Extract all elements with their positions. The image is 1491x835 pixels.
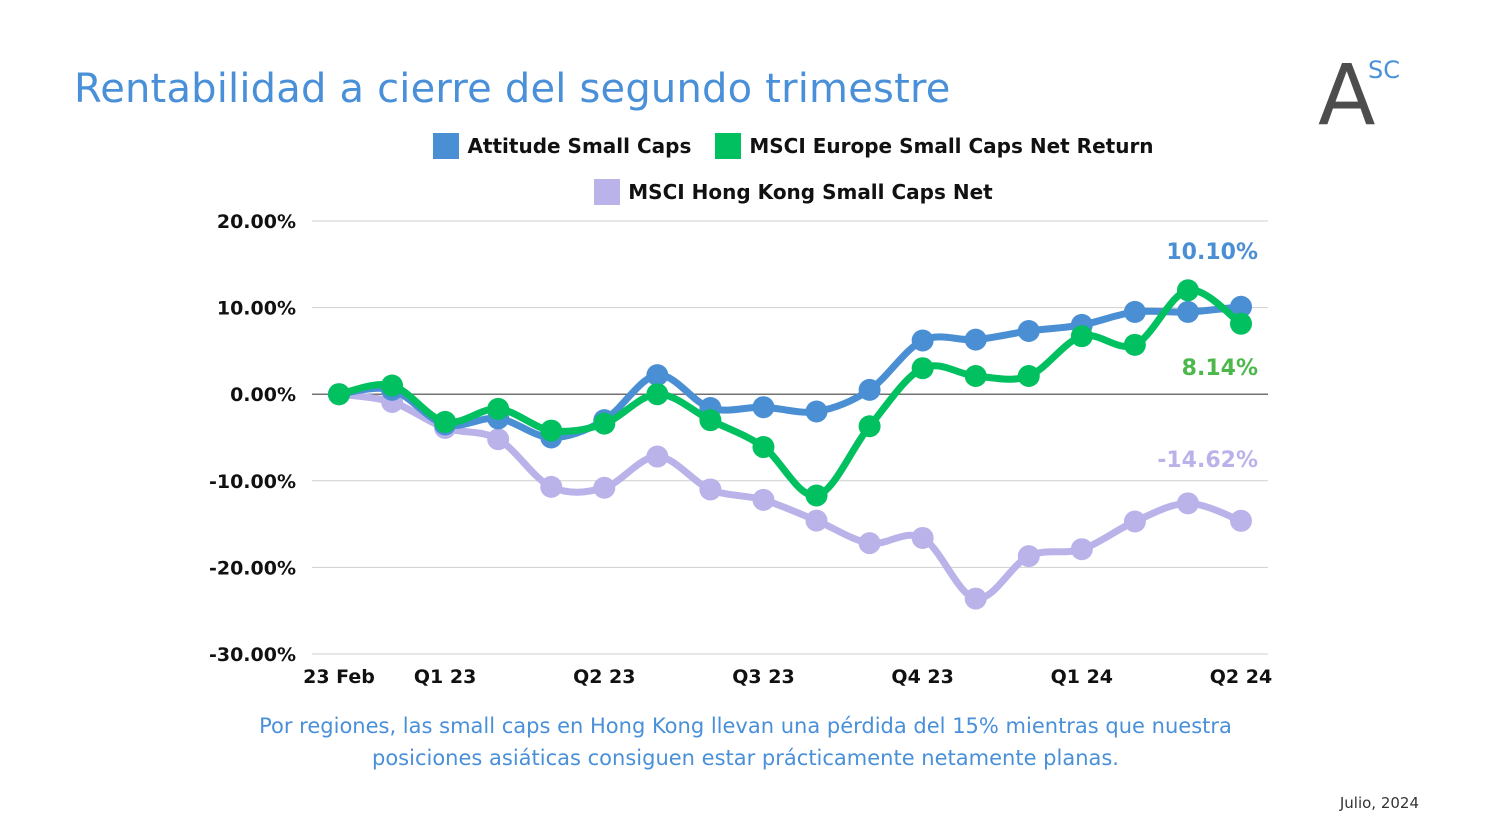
x-tick-label: 23 Feb bbox=[303, 666, 375, 688]
y-tick-label: 0.00% bbox=[230, 384, 296, 406]
data-point-attitude bbox=[1123, 300, 1146, 323]
y-tick-label: 20.00% bbox=[217, 211, 296, 233]
data-point-msci-hk bbox=[1017, 545, 1040, 568]
y-tick-label: -10.00% bbox=[209, 471, 296, 493]
data-point-msci-hk bbox=[487, 428, 510, 451]
data-point-msci-europe bbox=[487, 397, 510, 420]
x-tick-label: Q4 23 bbox=[891, 666, 953, 688]
caption-line-1: Por regiones, las small caps en Hong Kon… bbox=[259, 714, 1232, 738]
data-point-msci-europe bbox=[1123, 333, 1146, 356]
asc-logo: A SC bbox=[1318, 56, 1400, 128]
x-tick-label: Q3 23 bbox=[732, 666, 794, 688]
data-point-msci-europe bbox=[540, 419, 563, 442]
page-title: Rentabilidad a cierre del segundo trimes… bbox=[74, 66, 951, 112]
data-point-msci-europe bbox=[858, 415, 881, 438]
x-tick-label: Q2 23 bbox=[573, 666, 635, 688]
data-point-attitude bbox=[646, 364, 669, 387]
legend-row-2: MSCI Hong Kong Small Caps Net bbox=[48, 179, 1491, 205]
logo-letter: A bbox=[1318, 56, 1375, 128]
date-label: Julio, 2024 bbox=[1339, 794, 1419, 812]
data-point-msci-europe bbox=[1176, 279, 1199, 302]
data-point-msci-europe bbox=[805, 484, 828, 507]
data-point-msci-europe bbox=[593, 412, 616, 435]
data-point-msci-hk bbox=[858, 532, 881, 555]
data-point-msci-hk bbox=[805, 509, 828, 532]
y-tick-label: -30.00% bbox=[209, 644, 296, 666]
x-tick-label: Q1 24 bbox=[1051, 666, 1113, 688]
legend-item-msci-hk: MSCI Hong Kong Small Caps Net bbox=[594, 179, 993, 205]
data-point-attitude bbox=[964, 328, 987, 351]
data-point-attitude bbox=[752, 396, 775, 419]
legend-label-msci-europe: MSCI Europe Small Caps Net Return bbox=[749, 134, 1154, 158]
caption-line-2: posiciones asiáticas consiguen estar prá… bbox=[372, 746, 1119, 770]
data-point-msci-europe bbox=[911, 357, 934, 380]
data-point-msci-europe bbox=[964, 365, 987, 388]
end-value-label-attitude: 10.10% bbox=[1166, 240, 1258, 265]
data-point-msci-hk bbox=[646, 445, 669, 468]
data-point-attitude bbox=[1230, 295, 1252, 318]
data-point-msci-hk bbox=[699, 478, 722, 501]
legend-item-msci-europe: MSCI Europe Small Caps Net Return bbox=[715, 133, 1154, 159]
data-point-msci-europe bbox=[434, 410, 457, 433]
data-point-msci-europe bbox=[1230, 312, 1252, 335]
data-point-msci-hk bbox=[1230, 509, 1252, 532]
data-point-msci-hk bbox=[911, 526, 934, 549]
legend-label-attitude: Attitude Small Caps bbox=[467, 134, 692, 158]
legend-row-1: Attitude Small Caps MSCI Europe Small Ca… bbox=[48, 133, 1491, 159]
logo-superscript: SC bbox=[1368, 56, 1400, 84]
end-value-label-msci-hk: -14.62% bbox=[1157, 448, 1258, 473]
y-tick-label: 10.00% bbox=[217, 298, 296, 320]
data-point-msci-hk bbox=[540, 475, 563, 498]
data-point-attitude bbox=[1176, 300, 1199, 323]
y-tick-label: -20.00% bbox=[209, 557, 296, 579]
data-point-msci-hk bbox=[752, 488, 775, 511]
legend-label-msci-hk: MSCI Hong Kong Small Caps Net bbox=[628, 180, 993, 204]
x-tick-label: Q2 24 bbox=[1210, 666, 1272, 688]
data-point-msci-europe bbox=[328, 383, 350, 406]
data-point-msci-hk bbox=[593, 476, 616, 499]
data-point-attitude bbox=[911, 329, 934, 352]
data-point-msci-hk bbox=[1070, 538, 1093, 561]
data-point-msci-europe bbox=[1070, 325, 1093, 348]
legend-item-attitude: Attitude Small Caps bbox=[433, 133, 691, 159]
data-point-msci-europe bbox=[1017, 365, 1040, 388]
data-point-attitude bbox=[858, 378, 881, 401]
x-tick-label: Q1 23 bbox=[414, 666, 476, 688]
legend-swatch-msci-europe bbox=[715, 133, 742, 159]
data-point-msci-europe bbox=[699, 409, 722, 432]
end-value-label-msci-europe: 8.14% bbox=[1182, 356, 1258, 381]
legend-swatch-msci-hk bbox=[594, 179, 621, 205]
caption: Por regiones, las small caps en Hong Kon… bbox=[0, 710, 1491, 774]
data-point-msci-hk bbox=[964, 587, 987, 610]
data-point-msci-europe bbox=[646, 383, 669, 406]
legend-swatch-attitude bbox=[433, 133, 460, 159]
data-point-msci-europe bbox=[752, 436, 775, 459]
data-point-attitude bbox=[1017, 319, 1040, 342]
data-point-msci-europe bbox=[381, 374, 404, 397]
data-point-msci-hk bbox=[1176, 492, 1199, 515]
data-point-attitude bbox=[805, 400, 828, 423]
data-point-msci-hk bbox=[1123, 510, 1146, 533]
